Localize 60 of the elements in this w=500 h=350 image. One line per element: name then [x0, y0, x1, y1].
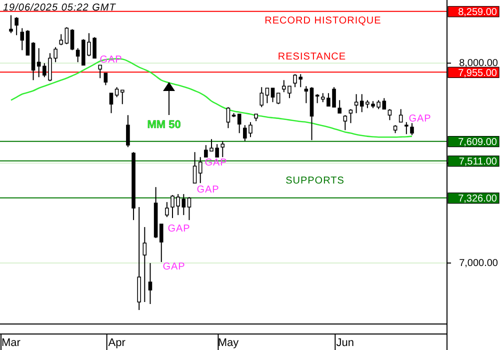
candlestick — [192, 152, 197, 184]
candlestick — [226, 106, 230, 129]
candlestick — [142, 226, 147, 303]
candlestick — [260, 86, 264, 108]
annotation: RESISTANCE — [278, 52, 346, 62]
candlestick — [304, 86, 308, 104]
candlestick — [237, 114, 242, 134]
candlestick — [26, 30, 30, 56]
candlestick — [354, 94, 358, 114]
annotation: GAP — [162, 262, 186, 272]
candlestick — [159, 224, 164, 263]
candlestick — [114, 86, 119, 98]
annotation: GAP — [196, 184, 220, 196]
candlestick — [9, 14, 13, 34]
candlestick — [388, 108, 392, 121]
candlestick — [109, 92, 114, 114]
candlestick — [120, 90, 124, 105]
candlestick — [265, 88, 270, 104]
annotation: SUPPORTS — [286, 176, 344, 186]
annotation: RECORD HISTORIQUE — [264, 16, 382, 26]
x-tick-label: Mar — [2, 337, 21, 349]
x-tick-label: Apr — [108, 337, 126, 349]
candlestick — [14, 16, 18, 36]
candlestick — [410, 122, 414, 136]
annotation: GAP — [408, 114, 432, 124]
candlestick — [36, 48, 41, 78]
ref-line-label: 7,326.00 — [458, 193, 498, 204]
annotation: GAP — [168, 224, 190, 234]
candlestick — [343, 114, 348, 131]
candlestick — [270, 88, 275, 103]
candlestick — [148, 262, 152, 305]
ref-line-label: 7,955.00 — [458, 68, 498, 79]
candlestick — [59, 34, 64, 46]
annotation: 19/06/2025 05:22 GMT — [3, 2, 116, 14]
candlestick — [20, 28, 24, 51]
candlestick — [220, 140, 225, 158]
candlestick — [382, 98, 386, 110]
candlestick — [182, 194, 186, 216]
y-tick-label: 8,000.00 — [459, 58, 498, 70]
x-tick-label: Jun — [336, 337, 354, 349]
candlestick — [98, 64, 102, 79]
candlestick — [276, 92, 280, 105]
text: MM 50 — [147, 118, 181, 131]
candlestick — [126, 114, 130, 148]
candlestick — [348, 108, 353, 124]
candlestick — [404, 122, 408, 135]
ref-line-label: 8,259.00 — [458, 6, 498, 18]
ref-line-label: 7,511.00 — [458, 156, 498, 168]
candlestick — [70, 28, 74, 51]
y-tick-label: 7,000.00 — [459, 258, 498, 270]
candlestick — [76, 48, 80, 63]
candlestick — [187, 196, 192, 221]
ref-line-label: 7,609.00 — [458, 136, 498, 148]
candlestick — [198, 156, 202, 184]
candlestick — [104, 72, 108, 86]
candlestick — [398, 108, 403, 123]
candlestick — [64, 26, 69, 45]
candlestick — [165, 202, 169, 218]
candlestick — [338, 100, 342, 114]
x-tick-label: May — [218, 337, 240, 349]
